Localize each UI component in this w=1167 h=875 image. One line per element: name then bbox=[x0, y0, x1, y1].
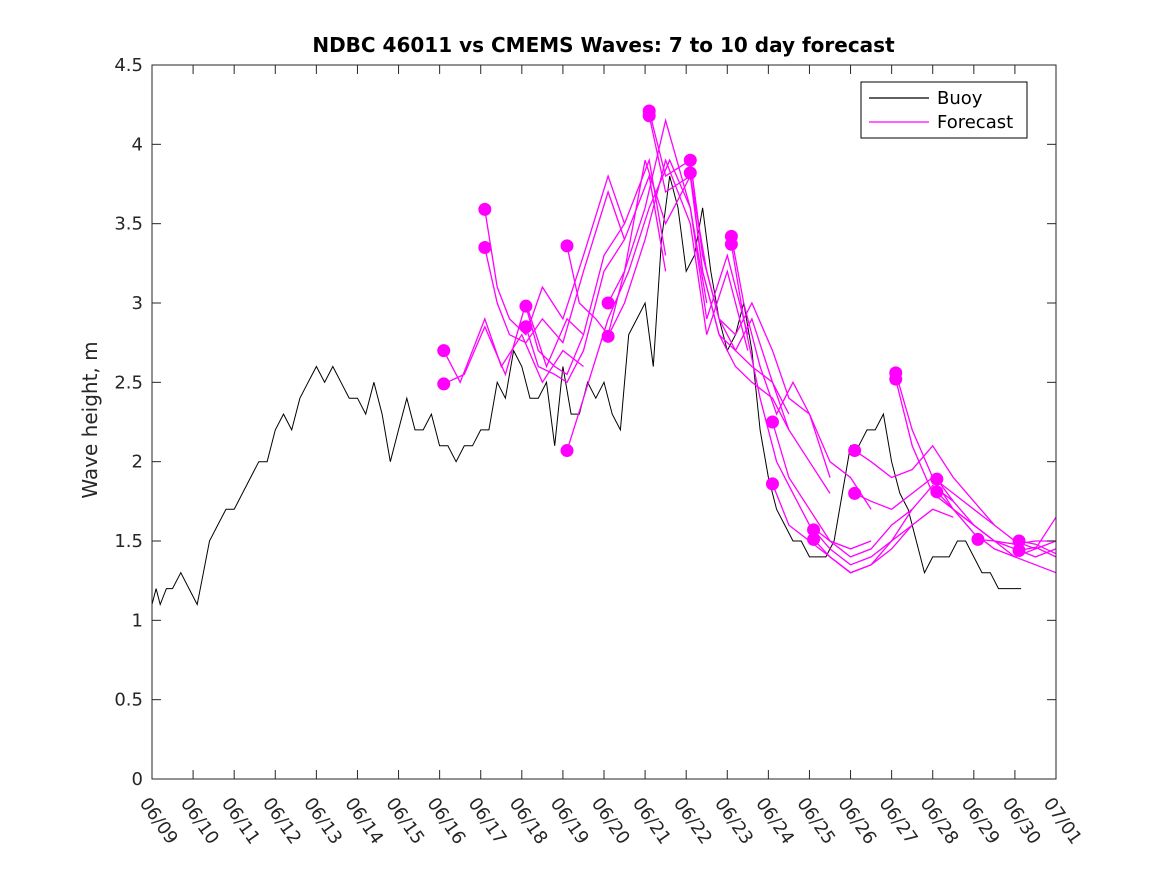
forecast-start-point-7 bbox=[560, 239, 574, 253]
forecast-start-point-1 bbox=[437, 344, 451, 358]
forecast-series-line-26 bbox=[936, 491, 1057, 558]
forecast-start-point-9 bbox=[601, 296, 615, 310]
y-tick-label: 0.5 bbox=[114, 690, 143, 711]
forecast-series-line-8 bbox=[566, 158, 708, 451]
forecast-series-line-9 bbox=[607, 117, 749, 335]
forecast-start-point-25 bbox=[930, 472, 944, 486]
forecast-start-point-14 bbox=[683, 166, 697, 180]
forecast-start-point-20 bbox=[807, 532, 821, 546]
forecast-start-point-13 bbox=[683, 153, 697, 167]
forecast-start-point-12 bbox=[642, 109, 656, 123]
forecast-start-point-24 bbox=[889, 372, 903, 386]
forecast-series-line-1 bbox=[443, 317, 584, 384]
forecast-start-point-6 bbox=[519, 320, 533, 334]
forecast-series-line-19 bbox=[813, 484, 954, 566]
forecast-start-point-22 bbox=[848, 486, 862, 500]
buoy-series-line bbox=[151, 175, 1022, 607]
forecast-start-point-8 bbox=[560, 444, 574, 458]
forecast-series-line-15 bbox=[730, 236, 872, 510]
y-tick-label: 4 bbox=[132, 134, 143, 155]
forecast-series-line-4 bbox=[484, 189, 626, 345]
forecast-start-point-17 bbox=[765, 415, 779, 429]
forecast-series-line-14 bbox=[689, 172, 831, 494]
y-tick-label: 2 bbox=[132, 452, 143, 473]
forecast-start-point-5 bbox=[519, 299, 533, 313]
forecast-series-line-6 bbox=[525, 173, 667, 384]
forecast-start-point-26 bbox=[930, 485, 944, 499]
forecast-series-line-13 bbox=[689, 160, 831, 478]
forecast-start-point-29 bbox=[1012, 544, 1026, 558]
forecast-series-line-21 bbox=[854, 444, 995, 526]
forecast-series-line-16 bbox=[730, 244, 872, 550]
y-tick-label: 3.5 bbox=[114, 214, 143, 235]
forecast-start-point-4 bbox=[478, 240, 492, 254]
forecast-series-line-20 bbox=[813, 508, 954, 574]
forecast-start-point-2 bbox=[437, 377, 451, 391]
legend-label-forecast: Forecast bbox=[937, 112, 1013, 133]
plot-area bbox=[151, 104, 1057, 607]
forecast-series-line-3 bbox=[484, 174, 626, 336]
forecast-start-point-10 bbox=[601, 329, 615, 343]
forecast-start-point-18 bbox=[765, 477, 779, 491]
forecast-series-line-17 bbox=[771, 421, 913, 558]
legend-box bbox=[860, 81, 1028, 139]
y-tick-label: 1.5 bbox=[114, 531, 143, 552]
forecast-series-line-2 bbox=[443, 300, 584, 385]
forecast-start-point-28 bbox=[1012, 534, 1026, 548]
forecast-series-line-23 bbox=[895, 372, 1057, 550]
forecast-start-point-19 bbox=[807, 523, 821, 537]
y-tick-label: 1 bbox=[132, 610, 143, 631]
legend: Buoy Forecast bbox=[860, 81, 1028, 139]
y-tick-label: 3 bbox=[132, 293, 143, 314]
forecast-series-line-10 bbox=[607, 158, 749, 351]
legend-label-buoy: Buoy bbox=[937, 88, 983, 109]
y-tick-label: 4.5 bbox=[114, 55, 143, 76]
forecast-start-point-21 bbox=[848, 444, 862, 458]
y-axis-label: Wave height, m bbox=[78, 341, 102, 498]
y-tick-label: 0 bbox=[132, 769, 143, 790]
forecast-start-point-3 bbox=[478, 202, 492, 216]
y-tick-label: 2.5 bbox=[114, 372, 143, 393]
forecast-start-point-16 bbox=[724, 237, 738, 251]
chart-title: NDBC 46011 vs CMEMS Waves: 7 to 10 day f… bbox=[312, 33, 895, 57]
forecast-start-point-27 bbox=[971, 532, 985, 546]
